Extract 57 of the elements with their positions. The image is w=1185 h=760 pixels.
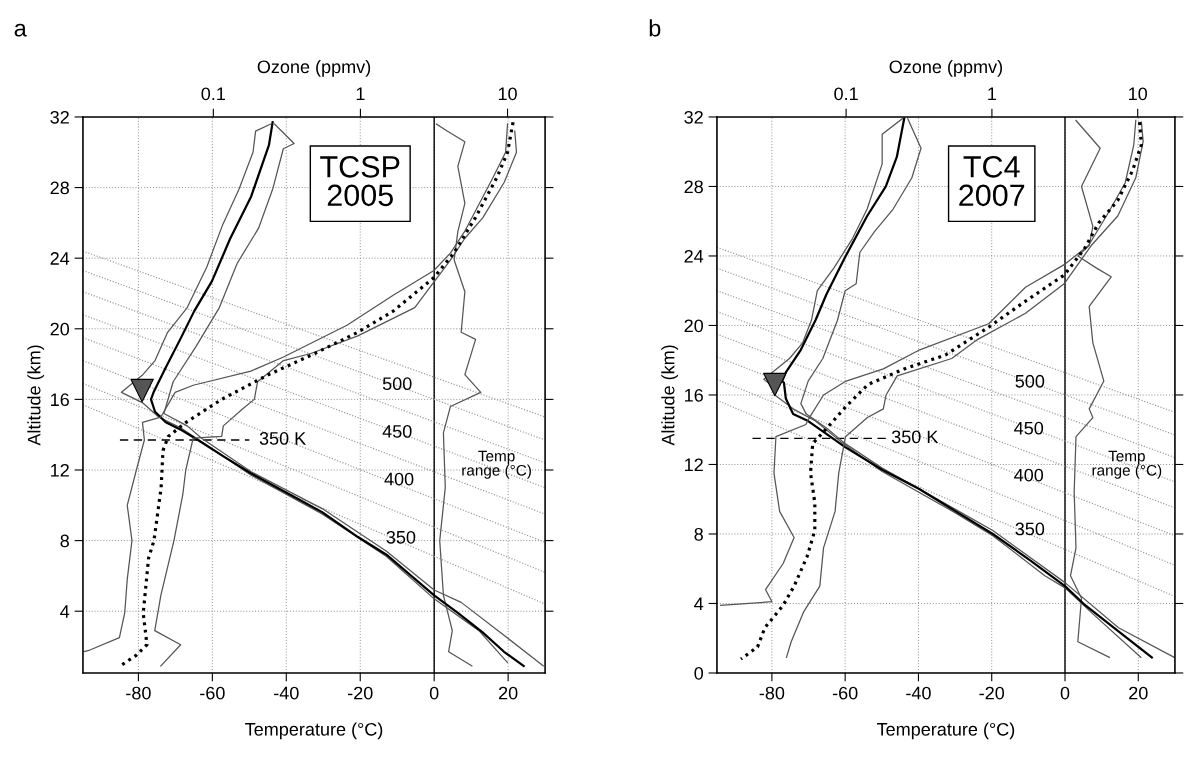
x-tick-label: -20 xyxy=(979,686,1005,700)
y-tick-label: 8 xyxy=(60,534,69,548)
annotation: 350 K xyxy=(259,432,306,445)
x2-tick-label: 10 xyxy=(498,87,517,101)
y-tick-label: 24 xyxy=(50,252,70,265)
x2-tick-label: 1 xyxy=(356,87,365,101)
x2-tick-label: 0.1 xyxy=(201,87,225,101)
y-tick-label: 32 xyxy=(50,110,69,124)
x-tick-label: -60 xyxy=(200,686,225,700)
y-tick-label: 20 xyxy=(50,322,70,336)
annotation: 450 xyxy=(1014,421,1044,435)
x-tick-label: -20 xyxy=(347,686,373,700)
y-tick-label: 0 xyxy=(694,666,704,680)
x-tick-label: -40 xyxy=(274,686,299,700)
x2-axis-title: Ozone (ppmv) xyxy=(889,59,1002,77)
y-axis-title: Altitude (km) xyxy=(27,345,45,446)
annotation: 400 xyxy=(1014,468,1044,482)
annotation: TC4 2007 xyxy=(959,156,1025,207)
x-tick-label: -60 xyxy=(832,686,858,700)
annotation: TCSP 2005 xyxy=(320,156,400,207)
x-axis-title: Temperature (°C) xyxy=(877,722,1015,740)
chart-title: b xyxy=(649,19,661,37)
x2-tick-label: 0.1 xyxy=(834,87,858,101)
x2-tick-label: 1 xyxy=(988,87,997,101)
y-tick-label: 12 xyxy=(51,463,69,477)
annotation: 350 xyxy=(386,530,416,544)
annotation: 500 xyxy=(1015,374,1045,388)
x-tick-label: 0 xyxy=(1060,686,1070,700)
y-tick-label: 32 xyxy=(684,110,703,124)
annotation: 350 xyxy=(1015,522,1045,536)
x-axis-title: Temperature (°C) xyxy=(245,722,383,740)
annotation: 350 K xyxy=(891,430,939,444)
x-tick-label: 20 xyxy=(499,686,518,700)
annotation: 450 xyxy=(382,424,412,438)
y-tick-label: 16 xyxy=(685,388,703,402)
x2-axis-title: Ozone (ppmv) xyxy=(257,59,371,77)
annotation: 400 xyxy=(384,472,414,486)
y-tick-label: 8 xyxy=(694,527,703,541)
x2-tick-label: 10 xyxy=(1129,87,1148,101)
x-tick-label: -40 xyxy=(906,686,931,700)
y-tick-label: 28 xyxy=(684,180,703,194)
annotation: Temp range (°C) xyxy=(462,450,531,479)
annotation: 500 xyxy=(382,377,412,391)
x-tick-label: 20 xyxy=(1129,686,1148,700)
x-tick-label: -80 xyxy=(126,686,151,700)
y-tick-label: 28 xyxy=(50,181,69,195)
y-tick-label: 12 xyxy=(685,458,703,472)
y-axis-title: Altitude (km) xyxy=(661,345,679,446)
x-tick-label: -80 xyxy=(759,686,785,700)
y-tick-label: 4 xyxy=(60,605,70,618)
y-tick-label: 16 xyxy=(51,393,69,407)
chart-title: a xyxy=(14,23,27,37)
x-tick-label: 0 xyxy=(429,686,439,700)
y-tick-label: 20 xyxy=(684,319,704,333)
y-tick-label: 24 xyxy=(684,249,704,263)
annotation: Temp range (°C) xyxy=(1092,450,1162,479)
y-tick-label: 4 xyxy=(694,597,704,611)
